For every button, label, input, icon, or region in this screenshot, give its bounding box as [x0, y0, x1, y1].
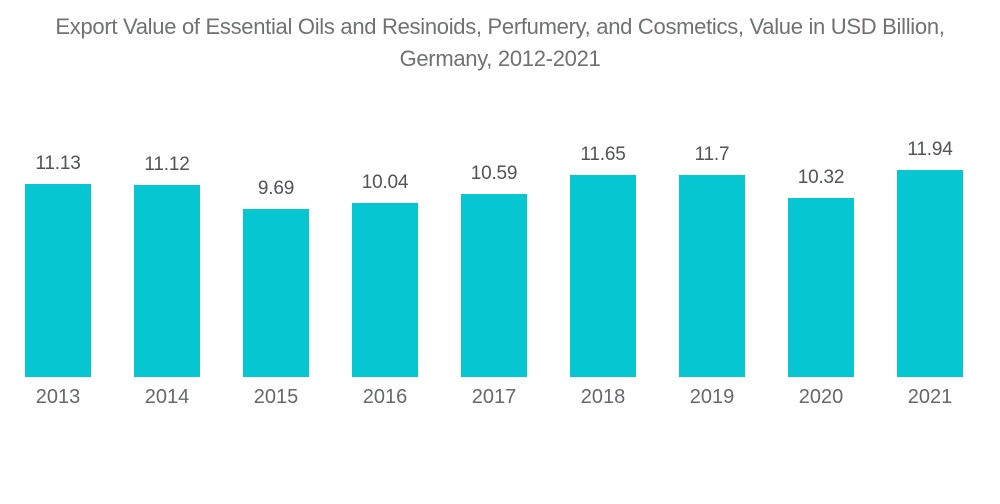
- x-tick-label-2015: 2015: [253, 386, 299, 408]
- bar-2020: [788, 198, 854, 377]
- x-tick-label-2020: 2020: [798, 386, 844, 408]
- bar-2013: [25, 184, 91, 377]
- x-tick-label-2018: 2018: [580, 386, 626, 408]
- bar-2015: [243, 209, 309, 377]
- value-label-2019: 11.7: [694, 144, 730, 165]
- bar-2021: [897, 170, 963, 377]
- value-label-2013: 11.13: [35, 153, 81, 174]
- x-tick-label-2013: 2013: [35, 386, 81, 408]
- value-label-2015: 9.69: [257, 178, 295, 199]
- x-tick-label-2019: 2019: [689, 386, 735, 408]
- value-label-2020: 10.32: [797, 167, 845, 188]
- bar-2016: [352, 203, 418, 377]
- chart-title: Export Value of Essential Oils and Resin…: [0, 11, 1000, 75]
- value-label-2021: 11.94: [907, 139, 953, 160]
- bar-2017: [461, 194, 527, 377]
- x-tick-label-2016: 2016: [362, 386, 408, 408]
- x-tick-label-2021: 2021: [907, 386, 953, 408]
- x-tick-label-2017: 2017: [471, 386, 517, 408]
- value-label-2014: 11.12: [144, 154, 190, 175]
- chart-title-line1: Export Value of Essential Oils and Resin…: [55, 14, 945, 39]
- x-tick-label-2014: 2014: [144, 386, 190, 408]
- value-label-2018: 11.65: [580, 144, 626, 165]
- bar-2014: [134, 185, 200, 377]
- value-label-2016: 10.04: [361, 172, 409, 193]
- bar-2019: [679, 175, 745, 377]
- chart-title-line2: Germany, 2012-2021: [399, 46, 601, 71]
- value-label-2017: 10.59: [470, 163, 518, 184]
- bar-2018: [570, 175, 636, 377]
